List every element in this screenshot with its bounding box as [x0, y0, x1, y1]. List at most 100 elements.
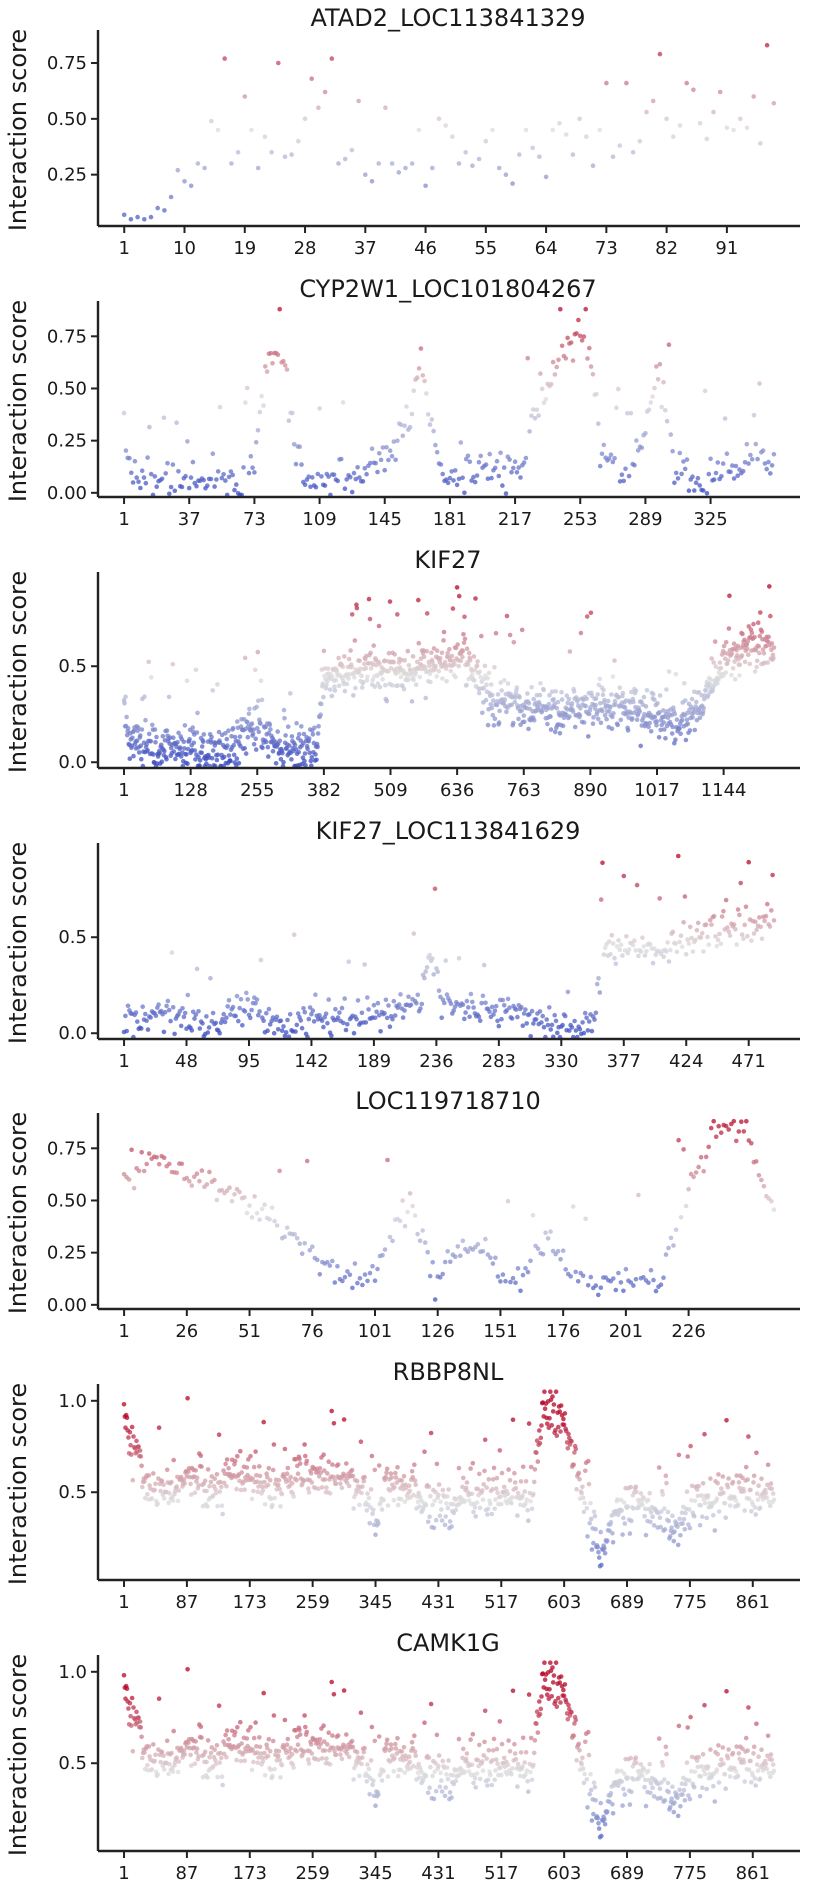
data-point	[561, 1422, 567, 1428]
data-point	[463, 1010, 468, 1015]
data-point	[279, 1028, 285, 1033]
data-point	[479, 1000, 484, 1006]
data-point	[193, 1468, 198, 1473]
data-point	[759, 1476, 764, 1481]
data-point	[666, 1245, 671, 1251]
data-point	[222, 1019, 228, 1025]
data-point	[660, 1763, 666, 1768]
data-point	[339, 1756, 345, 1762]
data-point	[721, 908, 726, 914]
data-point	[327, 687, 333, 692]
data-point	[461, 640, 467, 646]
data-point	[575, 1279, 581, 1284]
data-point	[513, 1007, 519, 1012]
data-point	[259, 1206, 265, 1212]
data-point	[586, 1729, 591, 1735]
data-point	[249, 1496, 255, 1502]
data-point	[737, 673, 742, 678]
data-point	[472, 678, 477, 683]
data-point	[401, 1473, 407, 1479]
data-point	[485, 676, 490, 681]
data-point	[751, 412, 757, 418]
data-point	[219, 1503, 225, 1508]
data-point	[301, 1006, 306, 1011]
data-point	[524, 1768, 530, 1773]
data-point	[639, 445, 645, 451]
data-point	[518, 1773, 523, 1779]
data-point	[256, 1484, 261, 1489]
data-point	[758, 610, 763, 615]
data-point	[620, 1803, 625, 1808]
data-point	[433, 1489, 438, 1495]
data-point	[363, 665, 369, 671]
data-point	[500, 997, 506, 1003]
data-point	[372, 684, 378, 689]
data-point	[258, 678, 264, 684]
y-tick-label: 0.00	[47, 1295, 87, 1316]
data-point	[470, 163, 475, 168]
data-point	[565, 1446, 571, 1451]
data-point	[210, 688, 215, 693]
data-point	[689, 935, 694, 941]
data-point	[548, 1027, 553, 1032]
data-point	[149, 675, 154, 680]
data-point	[296, 749, 302, 755]
data-point	[313, 992, 318, 997]
data-point	[315, 731, 321, 736]
data-point	[768, 613, 773, 619]
data-point	[204, 1759, 209, 1765]
data-point	[701, 705, 706, 711]
data-point	[584, 134, 589, 139]
data-point	[221, 1011, 226, 1017]
data-point	[495, 1490, 500, 1495]
data-point	[643, 431, 648, 436]
data-point	[717, 89, 723, 95]
data-point	[419, 1001, 425, 1007]
data-point	[484, 1485, 490, 1490]
data-point	[513, 1485, 519, 1491]
data-point	[389, 1746, 394, 1751]
data-point	[157, 750, 162, 756]
data-point	[622, 1521, 628, 1526]
data-point	[491, 1736, 497, 1742]
data-point	[327, 1762, 333, 1767]
data-point	[714, 943, 720, 949]
x-tick-label: 1	[118, 509, 129, 530]
data-point	[701, 488, 706, 493]
y-tick-label: 0.00	[47, 483, 87, 504]
data-point	[156, 1425, 162, 1430]
data-point	[480, 993, 486, 999]
data-point	[523, 1266, 528, 1271]
data-point	[711, 913, 717, 919]
data-point	[713, 1134, 719, 1140]
data-point	[721, 1761, 726, 1766]
data-point	[760, 647, 766, 652]
data-point	[592, 1017, 597, 1022]
data-point	[141, 1168, 147, 1174]
data-point	[560, 1248, 566, 1253]
data-point	[131, 753, 136, 759]
data-point	[255, 1489, 261, 1494]
data-point	[376, 161, 382, 166]
data-point	[719, 914, 725, 919]
y-tick-label: 0.0	[58, 1023, 87, 1044]
data-point	[164, 1467, 170, 1473]
data-point	[343, 1027, 349, 1033]
data-point	[152, 1487, 157, 1493]
data-point	[531, 1021, 536, 1026]
data-point	[435, 969, 441, 974]
data-point	[555, 699, 561, 705]
data-point	[722, 416, 728, 421]
data-point	[405, 648, 411, 654]
data-point	[641, 694, 647, 700]
data-point	[751, 1473, 757, 1479]
data-point	[146, 659, 151, 665]
data-point	[724, 1418, 729, 1423]
data-point	[146, 1473, 152, 1478]
data-point	[193, 667, 199, 673]
data-point	[733, 1769, 739, 1774]
data-point	[586, 1481, 592, 1487]
data-point	[635, 448, 641, 453]
data-point	[456, 663, 462, 669]
data-point	[184, 752, 189, 757]
